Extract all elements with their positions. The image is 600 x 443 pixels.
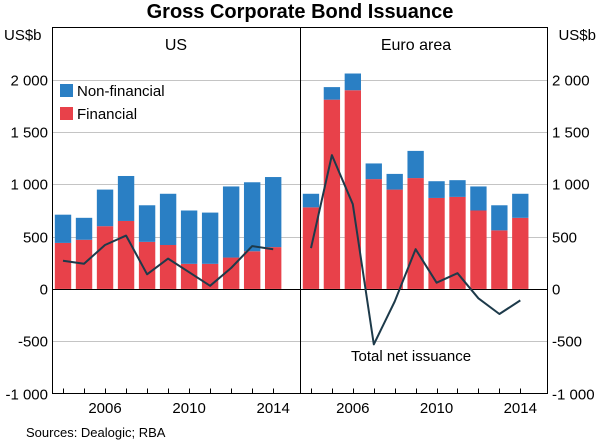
bar-non-financial: [449, 180, 466, 197]
bar-financial: [344, 90, 361, 289]
y-tick-label-right: 1 000: [552, 177, 590, 194]
y-unit-left: US$b: [4, 27, 42, 44]
bar-non-financial: [323, 87, 341, 100]
y-tick-label-left: -500: [18, 334, 48, 351]
y-unit-right: US$b: [558, 27, 596, 44]
y-tick-label-right: 1 500: [552, 125, 590, 142]
chart-title: Gross Corporate Bond Issuance: [147, 1, 454, 23]
x-axis-ticks: 2006 2010 2014 2006 2010 2014: [63, 388, 537, 417]
bar-non-financial: [243, 182, 261, 252]
bar-non-financial: [386, 173, 403, 190]
total-net-issuance-label: Total net issuance: [351, 348, 471, 365]
y-tick-label-right: 500: [552, 230, 577, 247]
x-tick-label: 2010: [172, 400, 205, 417]
bar-financial: [243, 251, 261, 289]
bar-non-financial: [264, 177, 282, 248]
bar-financial: [470, 210, 487, 289]
y-tick-label-left: 1 500: [10, 125, 48, 142]
panel-label-us: US: [165, 37, 187, 54]
y-tick-label-left: 2 000: [10, 73, 48, 90]
legend-label-financial: Financial: [77, 106, 137, 123]
x-tick-label: 2006: [336, 400, 369, 417]
bar-financial: [365, 179, 382, 289]
x-tick-label: 2010: [420, 400, 453, 417]
bar-financial: [449, 196, 466, 289]
y-tick-label-left: 500: [23, 230, 48, 247]
y-tick-label-right: -500: [552, 334, 582, 351]
bar-financial: [96, 226, 114, 289]
bar-non-financial: [201, 212, 219, 264]
bar-financial: [117, 220, 135, 289]
net-issuance-line: [62, 234, 274, 287]
bar-financial: [138, 241, 156, 289]
bar-financial: [428, 197, 445, 289]
bar-non-financial: [428, 181, 445, 198]
bar-non-financial: [180, 210, 198, 264]
bar-non-financial: [96, 189, 114, 227]
bar-non-financial: [512, 193, 529, 218]
x-tick-label: 2014: [504, 400, 537, 417]
net-issuance-line: [310, 154, 521, 346]
bar-non-financial: [407, 150, 424, 179]
y-tick-label-right: -1 000: [552, 387, 595, 404]
bar-financial: [323, 99, 341, 289]
bar-non-financial: [302, 193, 320, 208]
legend: Non-financial Financial: [60, 83, 165, 123]
y-tick-label-right: 2 000: [552, 73, 590, 90]
y-tick-label-left: -1 000: [5, 387, 48, 404]
bar-non-financial: [344, 73, 361, 91]
bar-financial: [159, 245, 177, 289]
y-tick-label-left: 0: [40, 282, 48, 299]
legend-swatch-financial: [60, 107, 73, 120]
bars: [54, 73, 529, 289]
panel-label-euro-area: Euro area: [381, 37, 451, 54]
bar-non-financial: [54, 214, 72, 243]
bar-non-financial: [138, 205, 156, 242]
x-tick-label: 2014: [256, 400, 289, 417]
net-issuance-lines: [62, 154, 521, 346]
bar-non-financial: [222, 186, 240, 258]
legend-swatch-non-financial: [60, 84, 73, 97]
bar-non-financial: [75, 217, 93, 240]
bar-non-financial: [470, 186, 487, 211]
bar-financial: [264, 247, 282, 289]
bar-financial: [386, 189, 403, 289]
y-tick-label-right: 0: [552, 282, 560, 299]
source-note: Sources: Dealogic; RBA: [26, 425, 166, 440]
y-axis-ticks: -1 000 -1 000 -500 -500 0 0 500 500 1 000 1 000 1 …: [5, 73, 594, 404]
bar-non-financial: [117, 175, 135, 221]
bar-financial: [54, 242, 72, 289]
y-tick-label-left: 1 000: [10, 177, 48, 194]
bar-non-financial: [159, 193, 177, 246]
bar-financial: [512, 217, 529, 289]
legend-label-non-financial: Non-financial: [77, 83, 165, 100]
x-tick-label: 2006: [88, 400, 121, 417]
bar-non-financial: [365, 163, 382, 180]
bar-financial: [491, 230, 508, 289]
bar-financial: [407, 178, 424, 289]
bar-financial: [222, 257, 240, 289]
bar-non-financial: [491, 205, 508, 231]
